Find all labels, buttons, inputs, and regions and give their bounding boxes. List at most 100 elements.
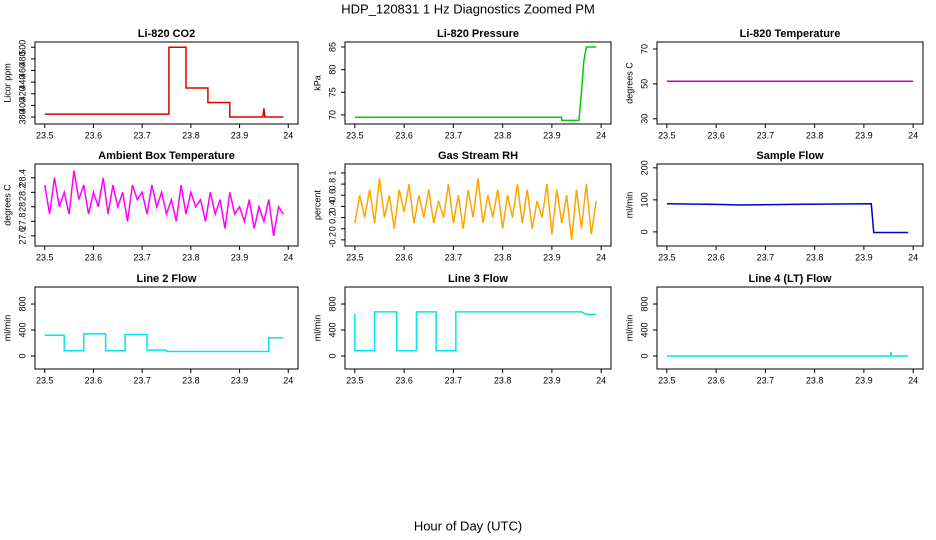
x-tick-label: 24 — [596, 130, 606, 140]
x-tick-label: 23.5 — [36, 130, 54, 140]
y-tick-label: 50 — [639, 79, 649, 89]
plot-frame — [344, 41, 612, 125]
plot-frame — [344, 163, 612, 247]
y-tick-label: 85 — [327, 42, 337, 52]
x-tick-label: 24 — [283, 252, 293, 262]
y-tick-label: 80 — [327, 65, 337, 75]
data-line — [44, 170, 285, 236]
x-tick-label: 24 — [908, 252, 918, 262]
x-tick-label: 23.5 — [658, 130, 676, 140]
y-tick-label: 28.2 — [17, 184, 27, 202]
x-tick-label: 23.9 — [231, 252, 249, 262]
x-tick-label: 23.5 — [658, 252, 676, 262]
panel-title: Line 4 (LT) Flow — [749, 273, 832, 285]
plot-frame — [34, 41, 299, 125]
data-line — [44, 46, 284, 118]
x-tick-label: 23.6 — [395, 375, 413, 385]
y-tick-label: 70 — [327, 110, 337, 120]
y-axis-label: kPa — [312, 75, 322, 91]
y-tick-label: 400 — [17, 98, 27, 113]
x-tick-label: 24 — [596, 252, 606, 262]
y-tick-label: 200 — [639, 160, 649, 175]
x-tick-label: 23.5 — [346, 130, 364, 140]
x-tick-label: 23.7 — [757, 252, 775, 262]
x-tick-label: 23.8 — [182, 130, 200, 140]
y-tick-label: 400 — [327, 322, 337, 337]
y-tick-label: 460 — [17, 63, 27, 78]
x-tick-label: 23.8 — [806, 252, 824, 262]
y-axis-label: Licor ppm — [2, 63, 12, 103]
x-tick-label: 23.7 — [757, 130, 775, 140]
x-tick-label: 23.7 — [133, 252, 151, 262]
x-tick-label: 23.5 — [36, 375, 54, 385]
x-tick-label: 23.6 — [395, 130, 413, 140]
plot-frame — [656, 41, 924, 125]
x-tick-label: 23.6 — [707, 130, 725, 140]
data-line — [354, 311, 597, 352]
x-tick-label: 24 — [908, 375, 918, 385]
x-tick-label: 23.6 — [85, 252, 103, 262]
panel-title: Line 3 Flow — [448, 273, 508, 285]
x-tick-label: 23.9 — [855, 252, 873, 262]
x-tick-label: 23.8 — [494, 252, 512, 262]
x-axis-label: Hour of Day (UTC) — [414, 518, 522, 533]
y-tick-label: 0.2 — [327, 211, 337, 224]
y-axis-label: degrees C — [624, 62, 634, 104]
y-axis-label: ml/min — [2, 315, 12, 342]
x-tick-label: 23.6 — [395, 252, 413, 262]
x-tick-label: 23.9 — [855, 375, 873, 385]
x-tick-label: 23.9 — [231, 130, 249, 140]
y-tick-label: 400 — [639, 322, 649, 337]
y-tick-label: 0 — [17, 353, 27, 358]
y-tick-label: 480 — [17, 51, 27, 66]
y-tick-label: 0 — [639, 229, 649, 234]
data-line — [354, 46, 597, 122]
y-tick-label: 0 — [327, 353, 337, 358]
y-tick-label: -0.2 — [327, 232, 337, 248]
x-tick-label: 23.6 — [85, 130, 103, 140]
y-tick-label: 30 — [639, 114, 649, 124]
y-tick-label: 420 — [17, 86, 27, 101]
plot-frame — [656, 286, 924, 370]
y-axis-label: ml/min — [312, 315, 322, 342]
y-axis-label: ml/min — [624, 192, 634, 219]
y-axis-label: percent — [312, 189, 322, 220]
plot-frame — [34, 163, 299, 247]
x-tick-label: 23.6 — [707, 252, 725, 262]
y-tick-label: 500 — [17, 40, 27, 55]
y-tick-label: 1 — [327, 170, 337, 175]
x-tick-label: 23.5 — [346, 375, 364, 385]
y-tick-label: 380 — [17, 110, 27, 125]
x-tick-label: 23.8 — [182, 252, 200, 262]
x-tick-label: 24 — [596, 375, 606, 385]
panel-title: Li-820 Temperature — [740, 28, 841, 40]
y-tick-label: 800 — [327, 297, 337, 312]
panel-title: Li-820 Pressure — [437, 28, 519, 40]
data-line — [354, 178, 597, 240]
y-tick-label: 0 — [639, 353, 649, 358]
x-tick-label: 23.8 — [806, 130, 824, 140]
x-tick-label: 23.9 — [543, 375, 561, 385]
y-tick-label: 28 — [17, 202, 27, 212]
x-tick-label: 23.7 — [757, 375, 775, 385]
x-tick-label: 24 — [283, 375, 293, 385]
y-tick-label: 28.4 — [17, 169, 27, 187]
y-tick-label: 440 — [17, 75, 27, 90]
plot-frame — [344, 286, 612, 370]
x-tick-label: 24 — [283, 130, 293, 140]
x-tick-label: 23.8 — [182, 375, 200, 385]
y-axis-label: degrees C — [2, 184, 12, 226]
x-tick-label: 23.7 — [133, 130, 151, 140]
x-tick-label: 23.9 — [543, 130, 561, 140]
x-tick-label: 23.6 — [85, 375, 103, 385]
plot-frame — [34, 286, 299, 370]
x-tick-label: 24 — [908, 130, 918, 140]
y-tick-label: 400 — [17, 322, 27, 337]
x-tick-label: 23.9 — [855, 130, 873, 140]
panel-title: Sample Flow — [756, 150, 824, 162]
y-tick-label: 27.8 — [17, 213, 27, 231]
y-tick-label: 0.4 — [327, 200, 337, 213]
x-tick-label: 23.9 — [231, 375, 249, 385]
y-tick-label: 75 — [327, 87, 337, 97]
y-tick-label: 800 — [17, 297, 27, 312]
